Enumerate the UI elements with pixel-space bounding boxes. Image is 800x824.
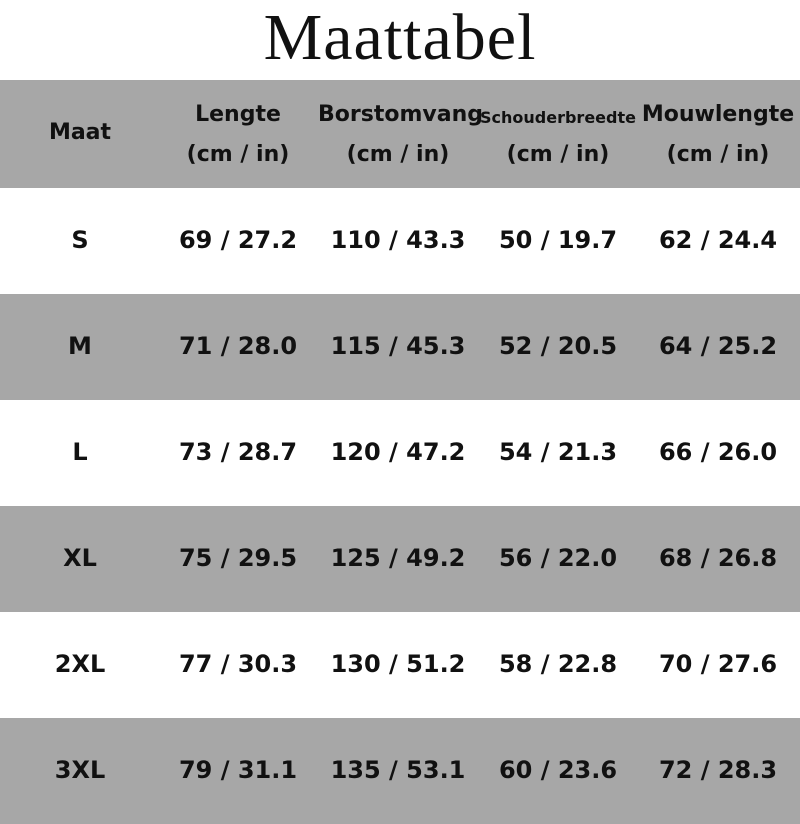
table-cell: 79 / 31.1 (178, 756, 298, 784)
table-cell: 73 / 28.7 (178, 438, 298, 466)
table-row: M 71 / 28.0 115 / 45.3 52 / 20.5 64 / 25.2 (0, 294, 800, 400)
header-unit: (cm / in) (186, 142, 290, 167)
table-cell: 69 / 27.2 (178, 226, 298, 254)
table-cell: 77 / 30.3 (178, 650, 298, 678)
header-cell: Schouderbreedte (480, 108, 636, 127)
table-row: L 73 / 28.7 120 / 47.2 54 / 21.3 66 / 26.0 (0, 400, 800, 506)
table-cell: 135 / 53.1 (330, 756, 466, 784)
table-cell: 71 / 28.0 (178, 332, 298, 360)
header-cell: Lengte (195, 102, 281, 127)
table-cell: 50 / 19.7 (498, 226, 618, 254)
table-cell: 64 / 25.2 (658, 332, 778, 360)
table-cell: 2XL (54, 650, 106, 678)
table-cell: 115 / 45.3 (330, 332, 466, 360)
table-cell: 60 / 23.6 (498, 756, 618, 784)
table-cell: 52 / 20.5 (498, 332, 618, 360)
header-cell: Maat (48, 120, 112, 145)
table-row: 2XL 77 / 30.3 130 / 51.2 58 / 22.8 70 / 27.6 (0, 612, 800, 718)
table-cell: 130 / 51.2 (330, 650, 466, 678)
table-cell: 70 / 27.6 (658, 650, 778, 678)
table-cell: 110 / 43.3 (330, 226, 466, 254)
table-cell: 120 / 47.2 (330, 438, 466, 466)
header-unit: (cm / in) (666, 142, 770, 167)
header-row: Maat Lengte (cm / in) Borstomvang (cm / in) S… (0, 80, 800, 188)
table-cell: 68 / 26.8 (658, 544, 778, 572)
table-cell: 54 / 21.3 (498, 438, 618, 466)
header-unit: (cm / in) (346, 142, 450, 167)
table-cell: 75 / 29.5 (178, 544, 298, 572)
table-cell: 72 / 28.3 (658, 756, 778, 784)
table-cell: 3XL (54, 756, 106, 784)
table-row: XL 75 / 29.5 125 / 49.2 56 / 22.0 68 / 26.8 (0, 506, 800, 612)
table-cell: 66 / 26.0 (658, 438, 778, 466)
table-cell: 56 / 22.0 (498, 544, 618, 572)
table-cell: 58 / 22.8 (498, 650, 618, 678)
table-row: S 69 / 27.2 110 / 43.3 50 / 19.7 62 / 24.4 (0, 188, 800, 294)
table-cell: S (71, 226, 89, 254)
header-cell: Mouwlengte (641, 102, 795, 127)
header-unit: (cm / in) (506, 142, 610, 167)
table-cell: L (72, 438, 88, 466)
table-row: 3XL 79 / 31.1 135 / 53.1 60 / 23.6 72 / 28.3 (0, 718, 800, 824)
title: Maattabel (263, 1, 537, 74)
table-cell: XL (63, 544, 97, 572)
table-cell: 62 / 24.4 (658, 226, 778, 254)
table-cell: M (68, 332, 92, 360)
header-cell: Borstomvang (318, 102, 483, 127)
table-cell: 125 / 49.2 (330, 544, 466, 572)
